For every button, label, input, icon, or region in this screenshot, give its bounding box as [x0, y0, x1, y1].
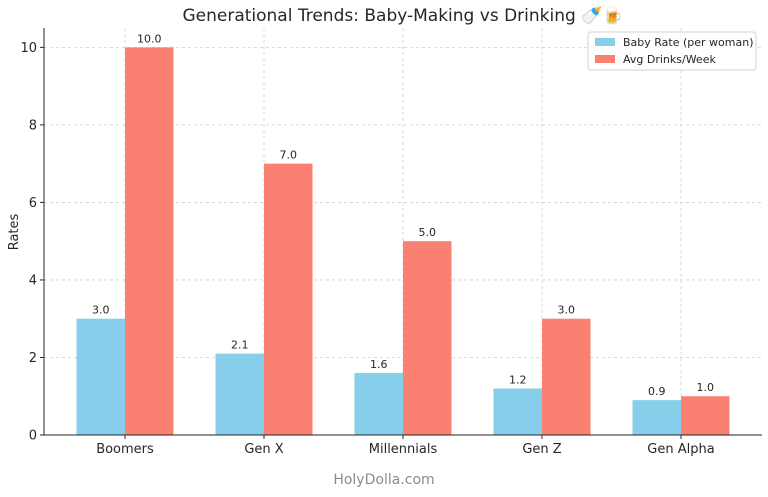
- data-label-baby-rate-per-woman-millennials: 1.6: [370, 358, 388, 371]
- bar-avg-drinks-week-gen-alpha: [681, 396, 730, 435]
- legend-swatch-avg-drinks: [595, 55, 615, 63]
- watermark-text: HolyDolla.com: [333, 472, 435, 488]
- bar-avg-drinks-week-gen-x: [264, 163, 313, 435]
- legend-label-avg-drinks: Avg Drinks/Week: [623, 53, 716, 66]
- bar-baby-rate-per-woman-boomers: [76, 318, 125, 435]
- y-tick-label: 8: [29, 118, 37, 133]
- x-tick-label: Millennials: [369, 442, 438, 457]
- x-tick-label: Gen Z: [522, 442, 561, 457]
- data-label-baby-rate-per-woman-gen-z: 1.2: [509, 373, 527, 386]
- legend: Baby Rate (per woman) Avg Drinks/Week: [587, 31, 757, 71]
- bar-avg-drinks-week-millennials: [403, 241, 452, 435]
- data-label-avg-drinks-week-gen-z: 3.0: [558, 304, 576, 317]
- legend-label-baby-rate: Baby Rate (per woman): [623, 36, 754, 49]
- bar-baby-rate-per-woman-gen-x: [215, 353, 264, 435]
- bar-avg-drinks-week-boomers: [125, 47, 174, 435]
- chart-title: Generational Trends: Baby-Making vs Drin…: [182, 5, 623, 26]
- data-label-avg-drinks-week-millennials: 5.0: [419, 226, 437, 239]
- bar-avg-drinks-week-gen-z: [542, 318, 591, 435]
- data-label-baby-rate-per-woman-gen-alpha: 0.9: [648, 385, 666, 398]
- y-tick-label: 6: [29, 196, 37, 211]
- data-label-avg-drinks-week-gen-x: 7.0: [280, 149, 298, 162]
- x-tick-label: Boomers: [96, 442, 154, 457]
- y-axis-ticks: 0 2 4 6 8 10: [20, 41, 44, 444]
- data-label-baby-rate-per-woman-boomers: 3.0: [92, 304, 110, 317]
- data-label-avg-drinks-week-boomers: 10.0: [137, 32, 162, 45]
- bar-chart: Generational Trends: Baby-Making vs Drin…: [7, 5, 762, 457]
- x-tick-label: Gen X: [244, 442, 283, 457]
- data-label-baby-rate-per-woman-gen-x: 2.1: [231, 339, 249, 352]
- bar-baby-rate-per-woman-gen-alpha: [632, 400, 681, 435]
- data-label-avg-drinks-week-gen-alpha: 1.0: [697, 381, 715, 394]
- y-tick-label: 2: [29, 351, 37, 366]
- legend-swatch-baby-rate: [595, 38, 615, 46]
- bars: [76, 47, 730, 435]
- x-axis-ticks: Boomers Gen X Millennials Gen Z Gen Alpha: [96, 435, 715, 457]
- bar-baby-rate-per-woman-gen-z: [493, 388, 542, 435]
- y-tick-label: 0: [29, 429, 37, 444]
- bar-baby-rate-per-woman-millennials: [354, 372, 403, 435]
- y-axis-label: Rates: [7, 213, 22, 250]
- y-tick-label: 4: [29, 273, 37, 288]
- data-labels: 3.0 10.0 2.1 7.0 1.6 5.0 1.2 3.0 0.9 1.0: [92, 32, 714, 398]
- x-tick-label: Gen Alpha: [647, 442, 714, 457]
- y-tick-label: 10: [20, 41, 37, 56]
- legend-box: [587, 31, 757, 71]
